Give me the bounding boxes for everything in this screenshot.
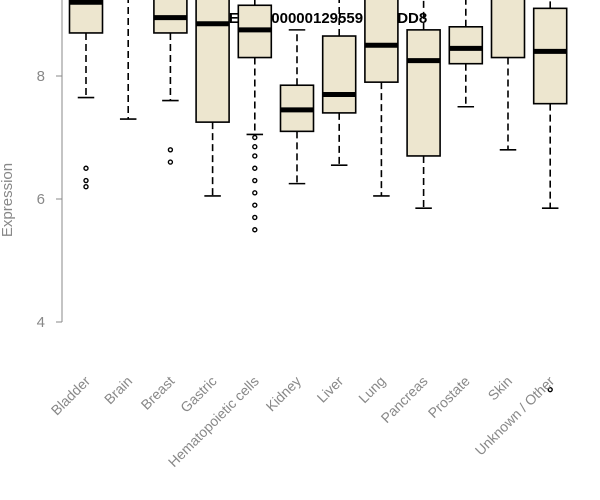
box-lung [364, 0, 399, 197]
iqr-box [448, 25, 484, 65]
outlier-point [252, 190, 258, 196]
y-axis: 4681012 [37, 0, 63, 331]
y-tick-label: 4 [37, 314, 45, 331]
box-pancreas [406, 0, 441, 210]
iqr-box [406, 29, 441, 157]
x-tick-label: Lung [355, 373, 388, 406]
box-liver [321, 0, 357, 166]
outlier-point [167, 159, 174, 165]
iqr-box [68, 0, 104, 34]
outlier-point [547, 386, 553, 393]
box-breast [153, 0, 188, 165]
outlier-point [252, 214, 258, 221]
y-axis-label: Expression [0, 163, 16, 237]
x-tick-label: Pancreas [378, 373, 431, 426]
box-hematopoietic-cells [237, 0, 273, 233]
x-tick-label: Prostate [425, 373, 473, 421]
box-unknown-other [532, 0, 568, 393]
x-tick-label: Liver [314, 373, 347, 406]
y-tick-label: 6 [37, 191, 45, 208]
outlier-point [252, 153, 258, 159]
iqr-box [321, 35, 357, 114]
iqr-box [490, 0, 526, 59]
x-tick-label: Kidney [263, 373, 305, 415]
x-tick-label: Brain [101, 373, 135, 407]
box-brain [119, 0, 137, 120]
outlier-point [167, 147, 174, 153]
iqr-box [195, 0, 230, 123]
box-bladder [68, 0, 104, 190]
box-gastric [195, 0, 230, 197]
outlier-point [83, 183, 89, 190]
iqr-box [532, 7, 568, 105]
outlier-point [83, 177, 89, 184]
outlier-point [83, 165, 89, 171]
x-tick-label: Bladder [48, 373, 94, 419]
iqr-box [364, 0, 399, 83]
x-tick-label: Unknown / Other [472, 373, 558, 459]
y-tick-label: 8 [37, 68, 45, 85]
outlier-point [252, 165, 258, 171]
outlier-point [252, 202, 258, 208]
box-kidney [279, 29, 315, 185]
box-prostate [448, 0, 484, 108]
x-tick-label: Breast [138, 373, 178, 413]
outlier-point [252, 227, 258, 233]
outlier-point [252, 144, 258, 150]
outlier-point [252, 134, 258, 141]
box-skin [490, 0, 526, 151]
x-tick-label: Skin [485, 373, 516, 404]
outlier-point [252, 177, 258, 184]
boxes-group [68, 0, 568, 393]
